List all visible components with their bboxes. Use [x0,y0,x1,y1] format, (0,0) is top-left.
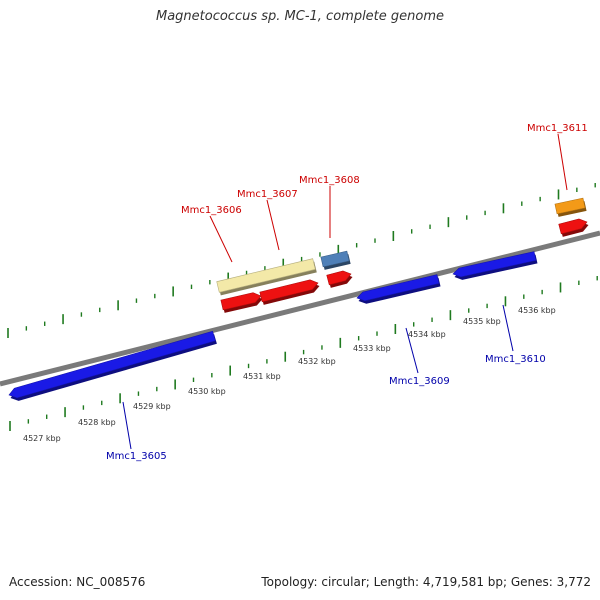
kbp-label: 4533 kbp [353,344,391,353]
accession-text: Accession: NC_008576 [9,575,146,589]
kbp-label: 4529 kbp [133,402,171,411]
cds-arrow-mmc1-3606 [220,292,263,313]
label-leader-line [557,133,568,191]
gene-label-mmc1-3609[interactable]: Mmc1_3609 [389,376,450,387]
kbp-label: 4528 kbp [78,418,116,427]
cds-arrow-mmc1-3609 [356,274,441,304]
cds-arrow-mmc1-3607 [259,279,320,305]
gene-label-mmc1-3606[interactable]: Mmc1_3606 [181,205,242,216]
cds-arrow-mmc1-3605 [8,330,217,401]
kbp-label: 4531 kbp [243,372,281,381]
feature-track [8,197,589,401]
gene-label-mmc1-3610[interactable]: Mmc1_3610 [485,354,546,365]
label-leader-line [502,304,514,352]
label-leader-line [266,199,280,251]
kbp-label: 4530 kbp [188,387,226,396]
map-title: Magnetococcus sp. MC-1, complete genome [155,9,445,24]
label-leader-line [209,215,233,263]
kbp-scale: 4527 kbp 4528 kbp 4529 kbp 4530 kbp 4531 kbp… [23,306,556,443]
cds-arrow-mmc1-3608 [326,270,353,288]
gene-label-mmc1-3611[interactable]: Mmc1_3611 [527,123,588,134]
topology-summary: Topology: circular; Length: 4,719,581 bp… [261,575,591,589]
rna-bar-mmc1-3608 [320,250,351,270]
cds-arrow-mmc1-3610 [452,251,538,280]
gene-label-mmc1-3607[interactable]: Mmc1_3607 [237,189,298,200]
gene-label-mmc1-3605[interactable]: Mmc1_3605 [106,451,167,462]
kbp-label: 4527 kbp [23,434,61,443]
kbp-label: 4535 kbp [463,317,501,326]
feature-bar-mmc1-3611 [554,197,587,217]
label-leaders [122,133,568,450]
kbp-label: 4532 kbp [298,357,336,366]
genome-backbone [0,230,600,387]
inner-tick-track [9,276,598,431]
label-leader-line [122,401,132,450]
cds-arrow-mmc1-3611 [558,218,589,237]
label-leader-line [405,327,419,374]
kbp-label: 4536 kbp [518,306,556,315]
kbp-label: 4534 kbp [408,330,446,339]
gene-label-mmc1-3608[interactable]: Mmc1_3608 [299,175,360,186]
feature-bar-mmc1-3607 [216,258,317,296]
